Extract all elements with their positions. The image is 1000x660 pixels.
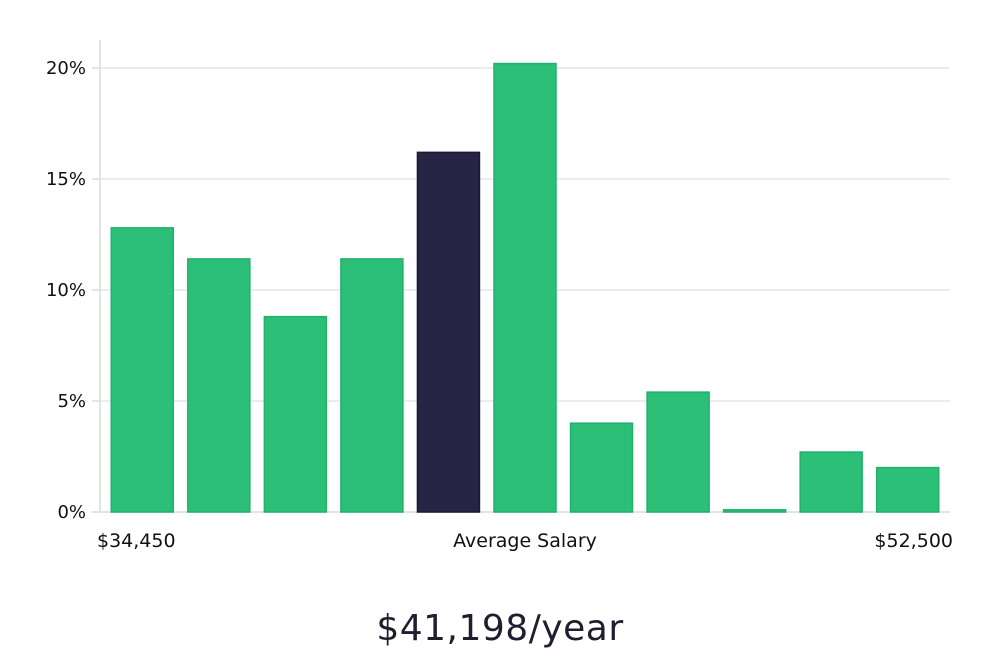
average-salary-value: $41,198/year (376, 608, 624, 649)
bar (875, 466, 940, 513)
y-tick-labels: 0% 5% 10% 15% 20% (46, 58, 100, 523)
bars (110, 62, 940, 513)
bar (493, 62, 557, 513)
x-min-label: $34,450 (97, 530, 176, 552)
bar (110, 227, 175, 513)
y-tick-label: 5% (57, 391, 86, 412)
x-labels: $34,450 Average Salary $52,500 (97, 530, 953, 552)
y-tick-label: 20% (46, 58, 86, 79)
x-axis-title: Average Salary (453, 530, 597, 552)
bar (340, 258, 404, 513)
bar-highlighted (416, 151, 481, 513)
x-max-label: $52,500 (874, 530, 953, 552)
y-tick-label: 0% (57, 502, 86, 523)
bar (263, 315, 328, 513)
y-tick-label: 15% (46, 169, 86, 190)
bar (569, 422, 634, 513)
bar (722, 509, 787, 513)
bar (799, 451, 863, 513)
bar (646, 391, 710, 513)
y-tick-label: 10% (46, 280, 86, 301)
bar (187, 258, 251, 513)
salary-distribution-chart: 0% 5% 10% 15% 20% $34,450 Average Salary $52… (46, 40, 953, 552)
